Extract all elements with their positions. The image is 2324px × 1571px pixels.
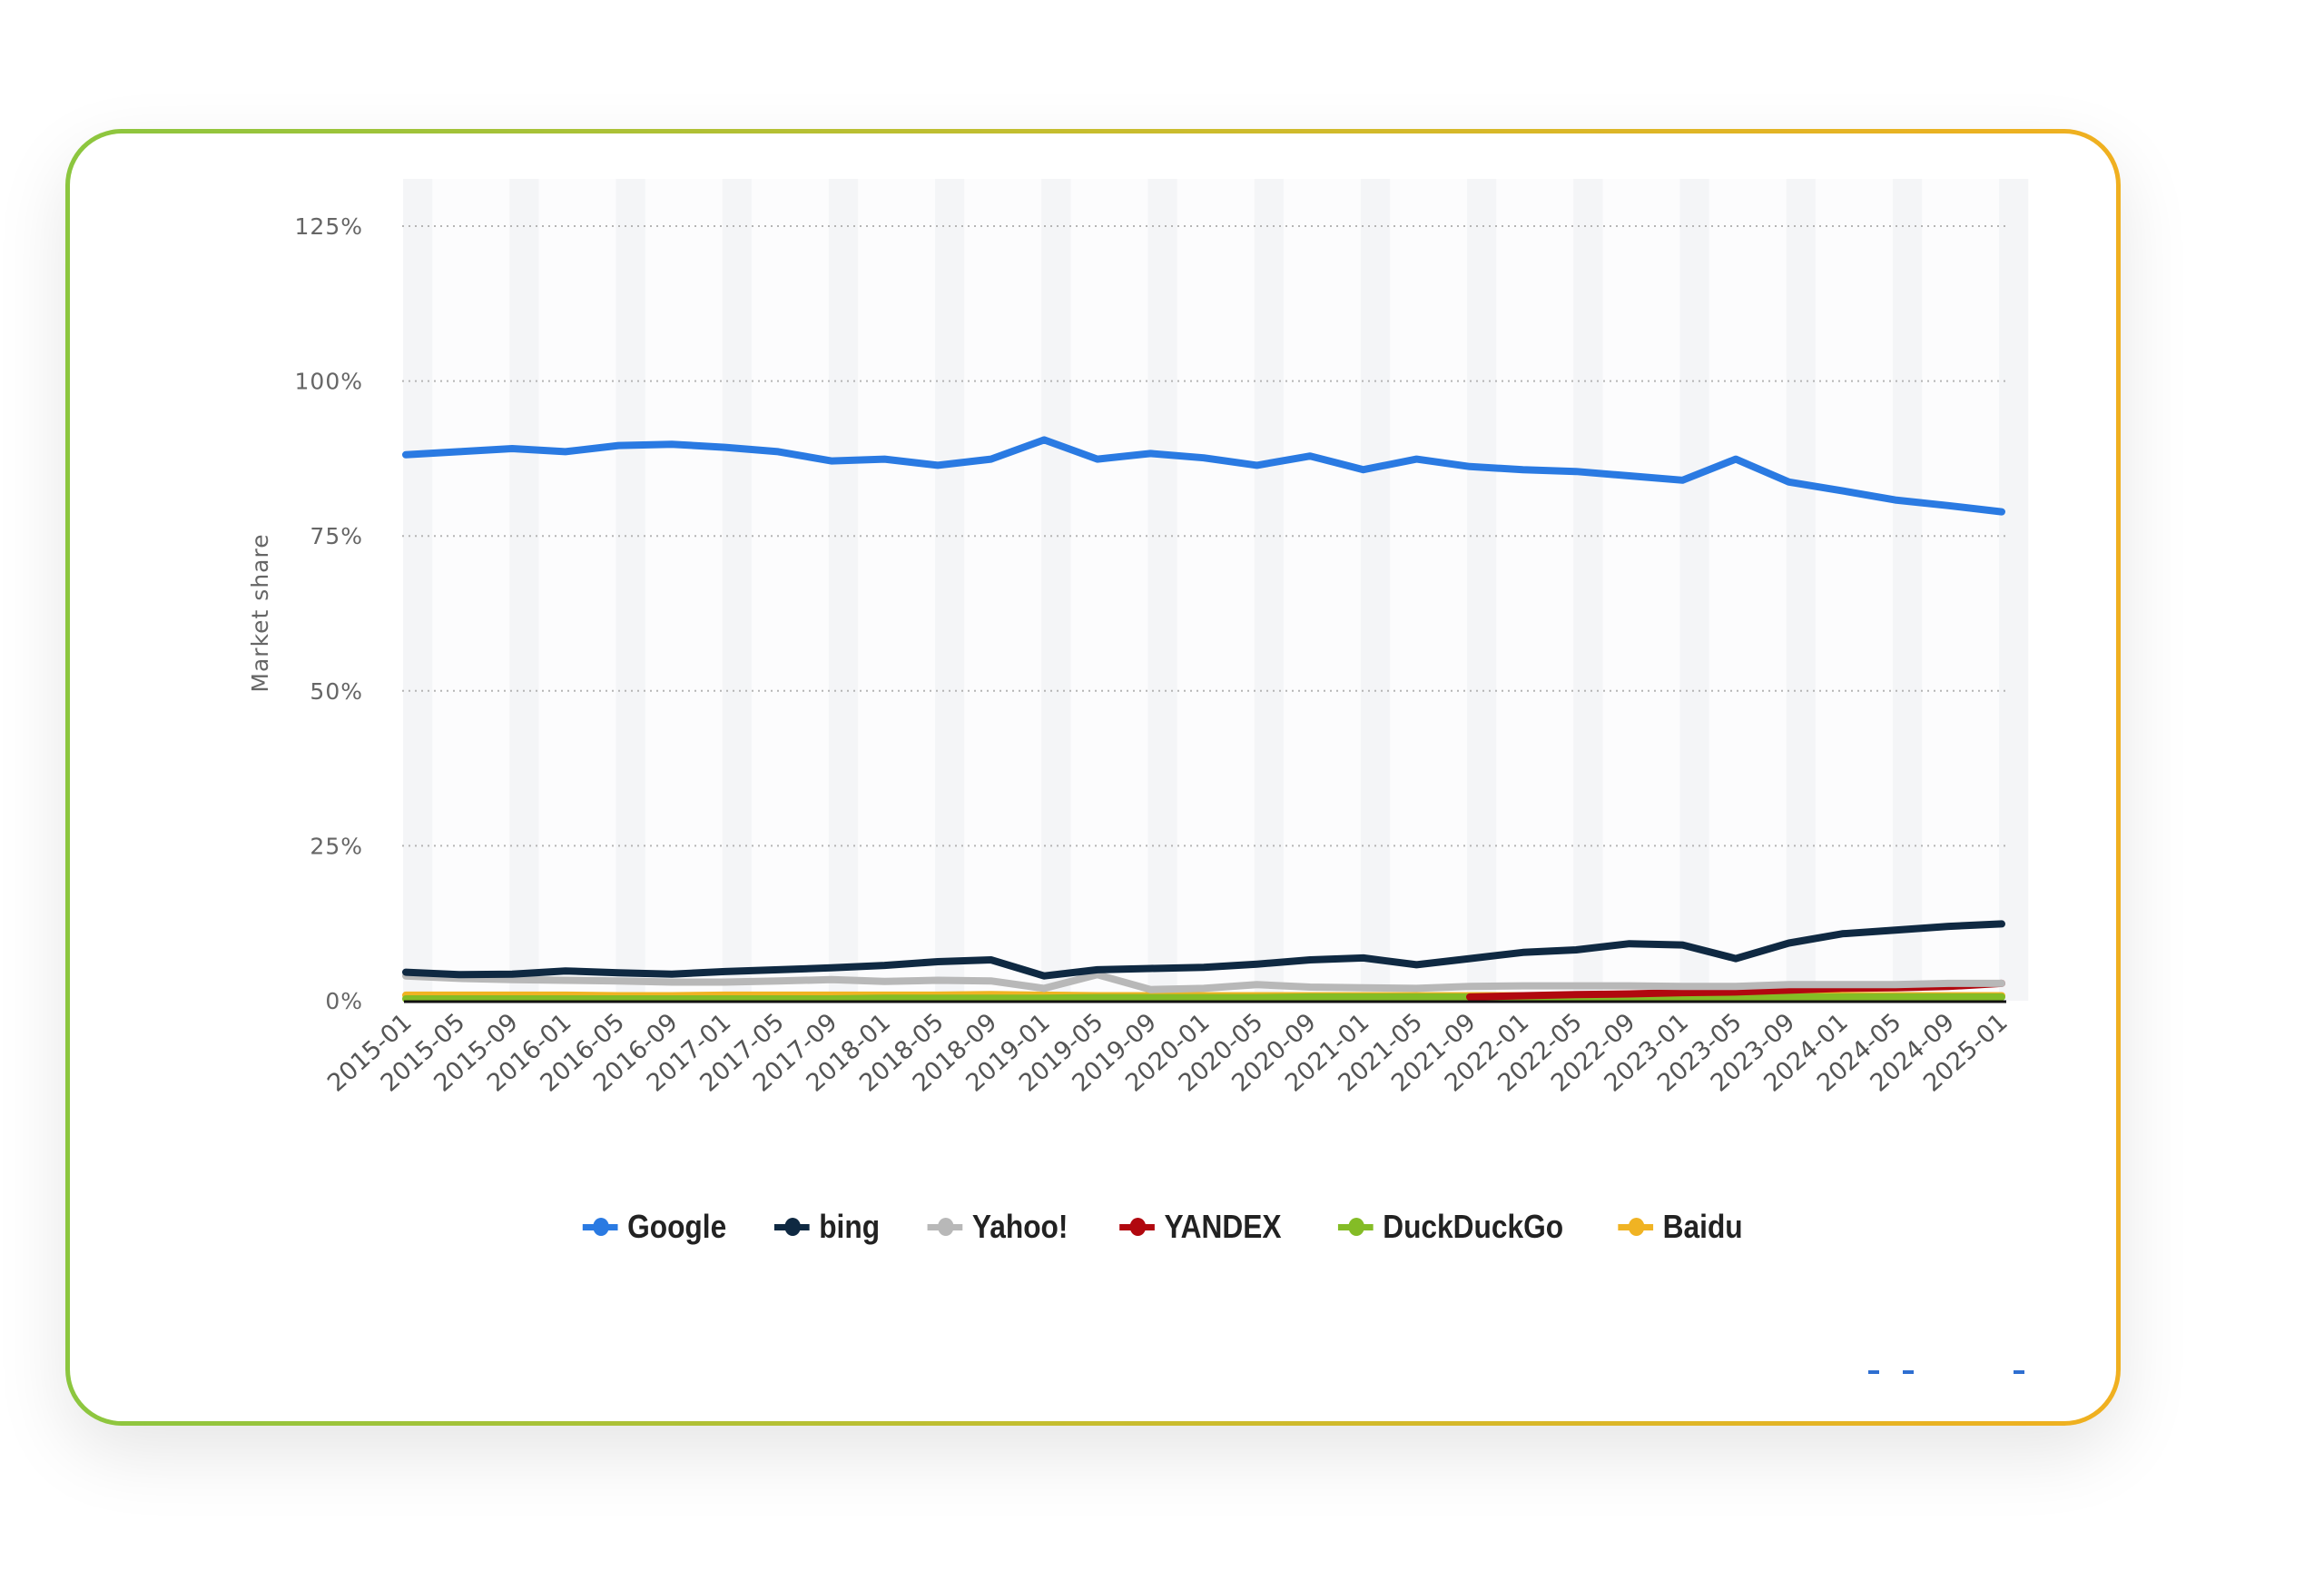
background-band [615,179,645,1001]
y-tick-label: 0% [325,988,363,1014]
y-tick-label: 75% [310,523,363,549]
background-band [403,179,433,1001]
legend-label: bing [818,1208,880,1245]
legend: Google bing Yahoo! YANDEX DuckDuckGo Bai… [0,1208,2324,1246]
series-lines [402,436,2005,1003]
background-band [1786,179,1816,1001]
legend-marker-icon [582,1218,618,1236]
background-band [935,179,965,1001]
background-bands [403,179,2029,1001]
series-line-google [402,436,2005,516]
decorative-dash [2014,1370,2024,1374]
legend-item-duckduckgo[interactable]: DuckDuckGo [1338,1208,1563,1246]
background-band [1147,179,1177,1001]
legend-label: Google [626,1208,726,1245]
y-tick-label: 50% [310,678,363,705]
legend-item-bing[interactable]: bing [773,1208,880,1246]
gridlines [402,225,2006,847]
legend-marker-icon [1338,1218,1374,1236]
legend-marker-icon [1618,1218,1654,1236]
y-tick-label: 125% [295,213,363,240]
legend-marker-icon [927,1218,962,1236]
legend-marker-icon [1118,1218,1155,1236]
background-band [1573,179,1603,1001]
y-tick-label: 25% [310,833,363,859]
legend-label: Baidu [1663,1208,1744,1245]
legend-item-yahoo[interactable]: Yahoo! [927,1208,1068,1246]
legend-marker-icon [773,1218,810,1236]
legend-item-baidu[interactable]: Baidu [1618,1208,1744,1246]
legend-item-yandex[interactable]: YANDEX [1118,1208,1282,1246]
background-band [1041,179,1071,1001]
plot-area [406,179,2017,1001]
background-band [828,179,859,1001]
background-band [1679,179,1709,1001]
decorative-dash [1903,1370,1914,1374]
decorative-dash [1868,1370,1879,1374]
y-axis-title: Market share [247,533,273,692]
background-band [509,179,539,1001]
legend-label: Yahoo! [971,1208,1068,1245]
y-axis-ticks: 0% 25% 50% 75% 100% 125% [295,213,363,1014]
legend-label: YANDEX [1164,1208,1282,1245]
legend-label: DuckDuckGo [1383,1208,1564,1245]
series-line-duckduckgo [402,993,2005,1003]
background-band [1999,179,2029,1001]
background-band [1254,179,1284,1001]
legend-item-google[interactable]: Google [582,1208,726,1246]
background-band [1360,179,1391,1001]
x-axis-ticks: 2015-012015-052015-092016-012016-052016-… [322,1008,2014,1098]
series-line-yahoo [402,971,2005,993]
y-tick-label: 100% [295,369,363,395]
series-line-bing [402,920,2005,980]
background-band [1892,179,1923,1001]
background-band [1467,179,1497,1001]
background-band [722,179,752,1001]
